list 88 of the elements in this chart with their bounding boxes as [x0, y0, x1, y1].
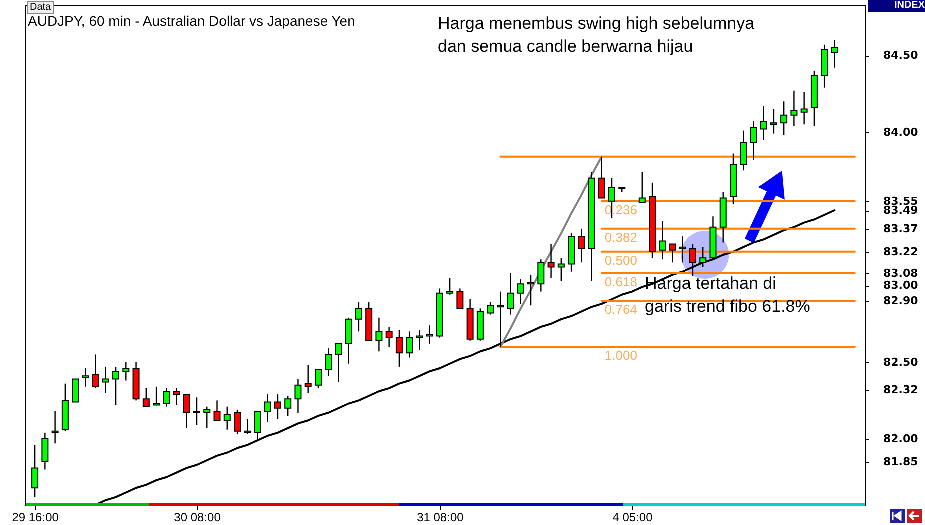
x-tick-label: 31 08:00: [417, 510, 464, 524]
y-tick-label: 83.49: [884, 204, 918, 218]
y-tick-label: 82.90: [884, 294, 919, 308]
y-tick-label: 84.50: [884, 49, 919, 62]
y-tick-label: 83.08: [884, 266, 918, 280]
candlestick: [416, 330, 424, 351]
candlestick: [638, 172, 646, 204]
candlestick: [314, 369, 322, 390]
candlestick: [790, 90, 798, 127]
candlestick: [355, 302, 362, 332]
candlestick: [244, 418, 252, 436]
candlestick: [679, 236, 686, 264]
candlestick: [304, 364, 312, 394]
candlestick: [750, 120, 758, 161]
candlestick: [142, 388, 150, 408]
candlestick: [760, 106, 768, 141]
candlestick: [274, 394, 282, 420]
series-label: 0.500: [604, 252, 638, 268]
candlestick: [800, 92, 808, 126]
candlestick: [122, 362, 130, 382]
x-tick-label: 30 08:00: [174, 510, 222, 524]
y-tick-label: 82.00: [884, 432, 919, 446]
candlestick: [426, 324, 434, 345]
candlestick: [72, 378, 80, 403]
candlestick: [294, 378, 302, 414]
candlestick: [163, 388, 170, 408]
series-label: 1.000: [604, 348, 638, 364]
candlestick: [204, 406, 211, 429]
candlestick: [254, 410, 262, 442]
candlestick: [659, 220, 666, 260]
candlestick: [335, 343, 342, 383]
candlestick: [32, 444, 39, 498]
x-tick-label: 4 05:00: [612, 510, 654, 524]
candlestick: [831, 40, 838, 68]
candlestick: [700, 246, 707, 268]
candlestick: [558, 257, 565, 282]
candlestick: [264, 394, 272, 423]
candlestick: [528, 274, 535, 306]
annotation: Data: [27, 1, 54, 14]
candlestick: [396, 330, 403, 368]
annotation: Harga menembus swing high sebelumnya dan semua candle berwarna hijau: [438, 13, 755, 58]
y-axis-title: INDEX: [868, 0, 925, 12]
candlestick: [517, 278, 524, 305]
candlestick: [214, 400, 221, 422]
candlestick: [740, 130, 748, 172]
candlestick: [487, 302, 494, 316]
candlestick: [770, 108, 778, 134]
series-label: 0.382: [604, 230, 638, 245]
candlestick: [456, 288, 464, 310]
candlestick: [52, 410, 59, 444]
candlestick: [548, 244, 555, 279]
candlestick: [538, 259, 545, 292]
candlestick: [194, 397, 201, 426]
candlestick: [386, 326, 393, 348]
candlestick: [446, 277, 454, 296]
candlestick: [234, 409, 241, 436]
candlestick: [153, 386, 160, 406]
candlestick: [42, 432, 49, 470]
candlestick: [376, 317, 383, 352]
candlestick: [102, 366, 110, 394]
candlestick: [689, 244, 696, 278]
y-tick-label: 82.50: [884, 356, 919, 369]
candlestick: [325, 348, 332, 377]
candlestick: [112, 366, 120, 406]
candlestick: [598, 156, 606, 199]
y-tick-label: 81.85: [884, 456, 918, 469]
y-tick-label: 84.00: [884, 126, 919, 139]
candlestick: [183, 394, 190, 429]
y-tick-label: 82.32: [884, 383, 918, 396]
candlestick: [669, 244, 676, 264]
series-label: 0.618: [604, 274, 638, 290]
y-tick-label: 83.22: [884, 245, 918, 258]
candlestick: [284, 396, 292, 417]
candlestick: [92, 354, 100, 390]
candlestick: [82, 368, 90, 388]
x-tick-label: 29 16:00: [12, 510, 60, 524]
candlestick: [507, 272, 514, 316]
series-label: 0.764: [604, 302, 638, 318]
candlestick: [406, 331, 414, 358]
candlestick: [224, 406, 231, 430]
candlestick: [173, 388, 180, 406]
line-series: [500, 156, 603, 348]
candlestick: [578, 228, 586, 264]
text: AUDJPY, 60 min - Australian Dollar vs Japanese Yen: [28, 13, 356, 29]
candlestick: [780, 101, 788, 136]
candlestick: [497, 291, 504, 348]
y-tick-label: 83.00: [884, 279, 919, 292]
y-tick-label: 83.37: [884, 222, 918, 236]
